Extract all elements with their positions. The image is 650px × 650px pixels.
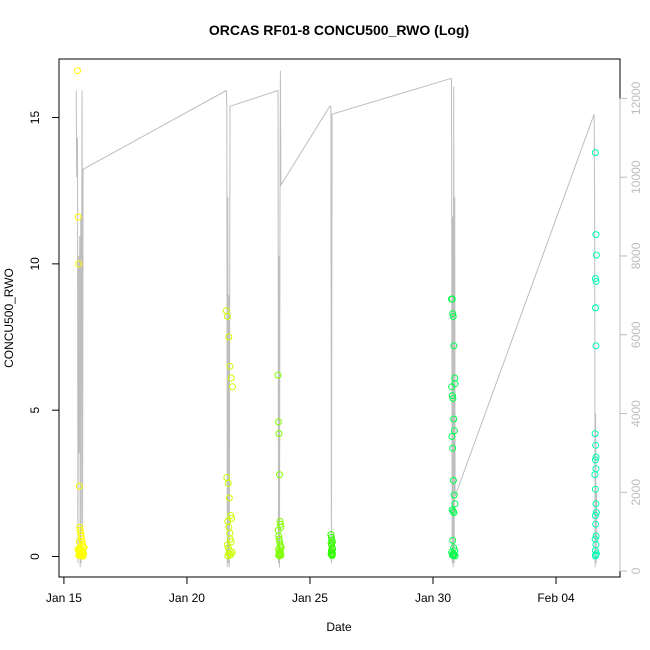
data-point	[78, 551, 86, 559]
y2-tick-label: 4000	[629, 400, 643, 427]
x-tick-label: Jan 30	[415, 591, 451, 605]
x-axis-label: Date	[326, 620, 352, 634]
series-rf06-8	[591, 149, 600, 560]
data-point	[449, 395, 457, 402]
data-point	[74, 213, 82, 221]
y-tick-label: 5	[28, 407, 42, 414]
data-point	[275, 418, 282, 426]
data-point	[591, 485, 599, 493]
y-tick-label: 0	[28, 553, 42, 560]
y-axis: 0 5 10 15	[28, 111, 60, 560]
y2-tick-label: 2000	[629, 479, 643, 506]
data-point	[227, 512, 235, 519]
y-axis-label: CONCU500_RWO	[2, 268, 16, 368]
data-point	[449, 313, 457, 320]
data-point	[591, 430, 599, 438]
data-point	[591, 149, 599, 157]
x-tick-label: Jan 25	[292, 591, 328, 605]
series-rf03	[274, 371, 285, 560]
data-point	[450, 509, 458, 517]
data-point	[592, 532, 600, 540]
data-point	[591, 275, 599, 282]
data-point	[592, 342, 600, 350]
data-point	[229, 383, 236, 391]
data-point	[276, 471, 283, 479]
y2-tick-label: 12000	[629, 81, 643, 115]
data-point	[592, 277, 600, 285]
data-point	[75, 538, 83, 546]
data-point	[450, 342, 458, 350]
data-point	[450, 415, 458, 423]
series-rf04	[327, 531, 337, 560]
data-point	[74, 67, 81, 75]
data-point	[450, 427, 458, 435]
data-point	[274, 371, 282, 379]
data-point	[449, 476, 457, 484]
data-point	[275, 430, 283, 438]
data-point	[226, 535, 234, 543]
data-point	[592, 453, 600, 461]
data-point	[591, 304, 599, 312]
data-point	[448, 383, 456, 391]
data-point	[591, 471, 599, 479]
data-point	[227, 374, 235, 382]
y2-tick-label: 8000	[629, 242, 643, 269]
data-point	[449, 310, 457, 318]
data-point	[592, 231, 600, 239]
overlay-layer	[75, 70, 598, 568]
x-tick-label: Jan 15	[46, 591, 82, 605]
series-rf05	[448, 295, 459, 560]
y-tick-label: 15	[28, 111, 42, 125]
data-point	[75, 482, 83, 490]
data-point	[451, 500, 459, 508]
data-point	[449, 536, 457, 544]
data-point	[591, 547, 599, 555]
data-point	[224, 313, 231, 320]
x-tick-label: Feb 04	[537, 591, 575, 605]
series-rf02	[222, 307, 236, 560]
data-point	[449, 444, 457, 452]
data-point	[78, 548, 86, 556]
series-rf01	[74, 67, 88, 560]
y2-axis: 0 2000 4000 6000 8000 10000 12000	[619, 81, 643, 574]
y2-tick-label: 0	[629, 567, 643, 574]
data-point	[80, 550, 88, 558]
data-point	[448, 392, 456, 400]
data-point	[592, 500, 600, 508]
data-point	[450, 491, 458, 499]
data-point	[276, 520, 284, 528]
x-axis: Jan 15 Jan 20 Jan 25 Jan 30 Feb 04	[46, 576, 575, 605]
data-point	[223, 541, 231, 549]
data-point	[592, 520, 600, 528]
data-point	[224, 552, 232, 560]
data-point	[226, 362, 234, 370]
chart-title: ORCAS RF01-8 CONCU500_RWO (Log)	[209, 22, 469, 38]
x-tick-label: Jan 20	[169, 591, 205, 605]
data-point	[591, 456, 599, 464]
data-point	[592, 251, 600, 259]
data-point	[592, 509, 600, 517]
data-point	[451, 552, 459, 560]
data-point	[448, 433, 456, 440]
data-point	[276, 547, 283, 555]
y2-tick-label: 10000	[629, 160, 643, 194]
data-point	[276, 552, 284, 560]
data-point	[448, 295, 456, 303]
data-point	[75, 260, 83, 268]
y2-tick-label: 6000	[629, 321, 643, 348]
data-point	[227, 550, 235, 558]
data-point	[225, 494, 233, 502]
data-point	[224, 479, 232, 487]
points-layer	[74, 67, 600, 560]
y-tick-label: 10	[28, 257, 42, 271]
data-point	[591, 552, 599, 560]
data-point	[225, 333, 233, 341]
data-point	[328, 552, 336, 560]
overlay-line	[75, 70, 598, 568]
data-point	[592, 441, 600, 449]
data-point	[591, 512, 599, 519]
